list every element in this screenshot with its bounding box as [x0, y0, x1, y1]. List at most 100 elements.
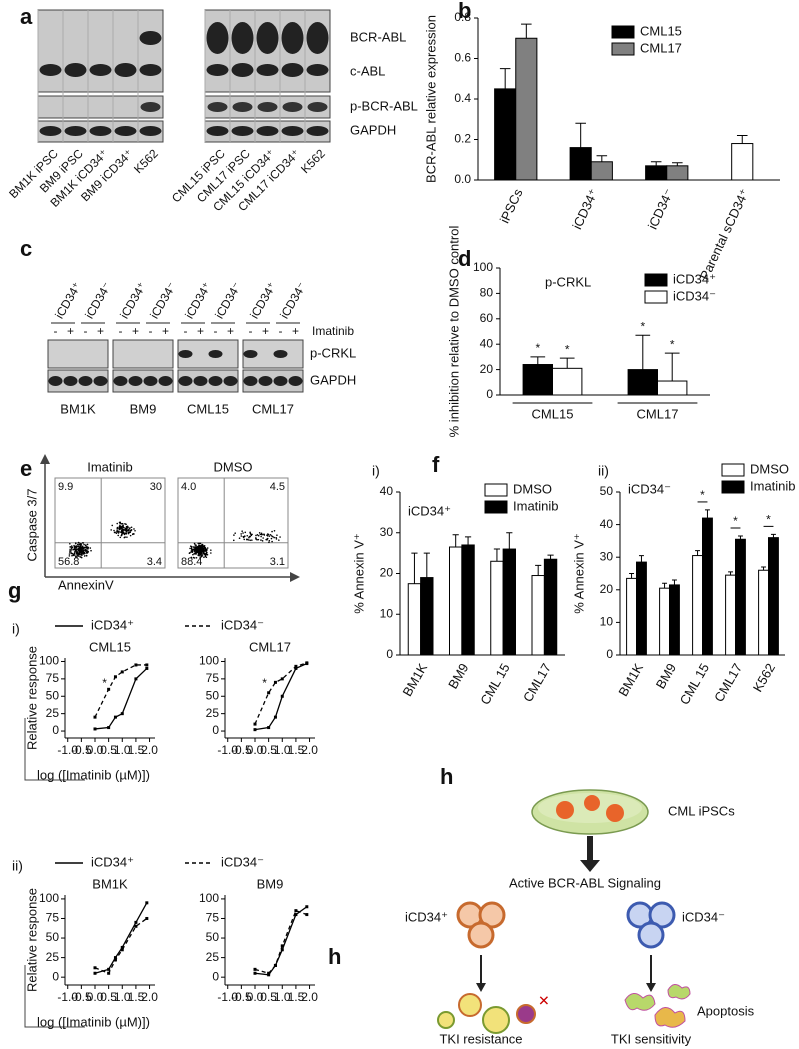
row-label: GAPDH [310, 372, 356, 387]
point [267, 726, 271, 730]
annotation: * [640, 319, 645, 333]
event-dot [190, 548, 193, 550]
event-dot [73, 545, 76, 548]
diagram-label: TKI resistance [439, 1031, 522, 1046]
bar [636, 561, 647, 656]
diagram-label: Apoptosis [697, 1003, 755, 1018]
y-tick-label: 50 [206, 688, 220, 702]
point [107, 726, 111, 730]
event-dot [257, 534, 260, 537]
event-dot [195, 552, 197, 555]
band [257, 102, 278, 112]
bar [420, 577, 434, 656]
event-dot [198, 549, 200, 552]
event-dot [84, 549, 87, 552]
event-dot [242, 532, 244, 534]
event-dot [80, 544, 82, 547]
bar [692, 555, 703, 656]
event-dot [260, 535, 262, 538]
point [120, 948, 124, 952]
error-bar [770, 533, 776, 538]
event-dot [255, 534, 257, 537]
y-tick-label: 75 [206, 671, 220, 685]
point [273, 715, 277, 719]
event-dot [119, 531, 121, 533]
arrow-head [646, 983, 656, 992]
event-dot [78, 553, 81, 556]
event-dot [260, 539, 262, 541]
event-dot [116, 522, 119, 525]
event-dot [73, 544, 75, 547]
band [231, 126, 254, 136]
point [294, 664, 298, 668]
point [134, 920, 138, 924]
event-dot [240, 533, 242, 535]
point [93, 727, 97, 731]
event-dot [193, 546, 195, 549]
event-dot [120, 522, 123, 525]
band [206, 64, 229, 76]
event-dot [200, 546, 203, 549]
band [139, 64, 162, 76]
band [139, 31, 162, 45]
y-tick-label: 50 [46, 688, 60, 702]
bar [449, 546, 463, 656]
event-dot [243, 535, 246, 537]
blot-strip [242, 369, 304, 393]
event-dot [129, 527, 131, 529]
series-line [254, 909, 308, 974]
x-tick-label: iCD34⁺ [569, 186, 601, 231]
event-dot [120, 534, 123, 537]
cells-positive [456, 901, 506, 949]
event-dot [74, 542, 77, 545]
event-dot [117, 532, 120, 534]
bar [569, 147, 592, 181]
lane-group-label: iCD34⁻ [82, 280, 114, 321]
error-bar [411, 552, 418, 584]
event-dot [193, 542, 196, 545]
lane-group-label: iCD34⁺ [52, 280, 84, 321]
band [140, 102, 161, 112]
x-tick-label: 0.5 [100, 743, 117, 757]
band [256, 126, 279, 136]
panel-index: ii) [12, 858, 23, 874]
event-dot [199, 542, 202, 545]
blot-strip [112, 369, 174, 393]
band [243, 350, 258, 358]
point [280, 944, 284, 948]
point [120, 712, 124, 716]
treatment-sign: + [67, 324, 74, 338]
event-dot [206, 547, 209, 549]
event-dot [85, 554, 88, 557]
series-line [94, 664, 147, 718]
band [178, 350, 193, 358]
x-tick-label: 0.0 [87, 743, 104, 757]
event-dot [74, 556, 77, 558]
error-bar [423, 552, 430, 578]
bar [543, 558, 558, 656]
panel-label: h [440, 764, 453, 789]
y-tick-label: 30 [600, 549, 614, 563]
axis-title: % Annexin V⁺ [571, 533, 586, 614]
colony [556, 801, 574, 819]
event-dot [125, 523, 127, 526]
legend-swatch [644, 273, 668, 287]
annotation: * [700, 488, 705, 502]
blot-strip [47, 369, 109, 393]
event-dot [118, 521, 121, 524]
x-tick-label: 2.0 [301, 990, 318, 1004]
event-dot [268, 541, 270, 544]
point [93, 971, 97, 975]
event-dot [204, 546, 206, 549]
x-tick-label: BM1K [400, 660, 431, 698]
quadrant-value: 3.1 [270, 556, 285, 568]
lane-group-label: iCD34⁺ [117, 280, 149, 321]
bar [735, 538, 746, 656]
band [89, 126, 112, 136]
event-dot [238, 537, 241, 540]
error-bar [506, 532, 513, 550]
point [134, 924, 138, 928]
error-bar [499, 68, 511, 89]
x-tick-label: 1.0 [274, 990, 291, 1004]
event-dot [205, 551, 208, 553]
